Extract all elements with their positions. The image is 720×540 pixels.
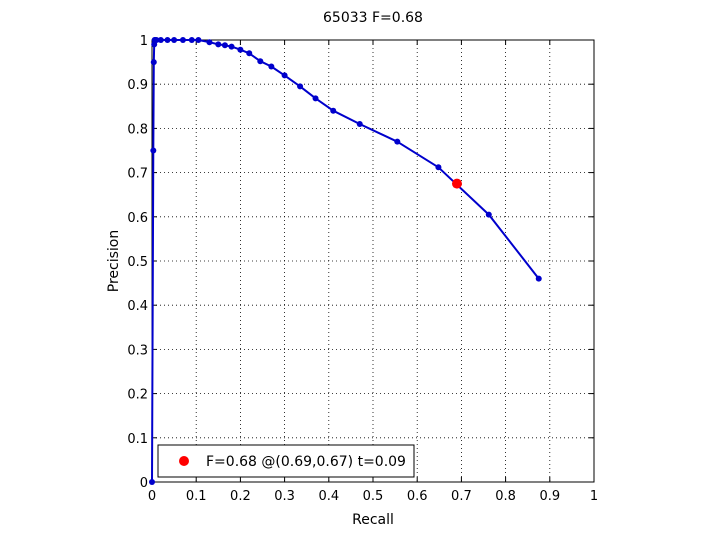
pr-curve-point: [195, 37, 202, 43]
pr-curve-point: [394, 138, 401, 145]
y-tick-label: 0.6: [127, 211, 148, 226]
x-tick-label: 0.9: [539, 489, 560, 504]
x-tick-label: 0.3: [274, 489, 295, 504]
x-tick-label: 0.2: [230, 489, 251, 504]
pr-curve-point: [297, 83, 304, 90]
y-tick-label: 0.4: [127, 299, 148, 314]
pr-curve-point: [268, 63, 275, 70]
pr-curve-point: [206, 39, 213, 46]
x-tick-label: 0: [148, 489, 156, 504]
y-tick-label: 0.1: [127, 432, 148, 447]
pr-curve-point: [312, 95, 319, 102]
pr-curve-point: [188, 37, 195, 43]
pr-curve-point: [281, 72, 288, 79]
pr-curve-point: [164, 37, 171, 43]
pr-curve-point: [215, 41, 222, 48]
grid: [152, 40, 594, 482]
legend-box: [157, 444, 415, 478]
legend: F=0.68 @(0.69,0.67) t=0.09: [157, 444, 415, 478]
pr-curve-point: [485, 211, 492, 218]
y-tick-label: 0.9: [127, 78, 148, 93]
x-tick-label: 0.1: [186, 489, 207, 504]
x-tick-label: 1: [590, 489, 598, 504]
pr-curve-point: [435, 164, 442, 171]
x-tick-label: 0.4: [318, 489, 339, 504]
chart-title: 65033 F=0.68: [323, 10, 423, 26]
pr-curve-point: [257, 58, 264, 65]
legend-marker: [179, 456, 189, 466]
pr-curve-point: [356, 120, 363, 127]
x-tick-label: 0.6: [407, 489, 428, 504]
pr-curve-point: [153, 37, 160, 43]
pr-curve-point: [535, 275, 542, 282]
x-tick-label: 0.7: [451, 489, 472, 504]
x-axis-label: Recall: [352, 512, 394, 528]
x-tick-label: 0.5: [363, 489, 384, 504]
y-tick-label: 0.3: [127, 343, 148, 358]
pr-curve-point: [228, 43, 235, 50]
pr-curve-point: [171, 37, 178, 43]
pr-curve-point: [330, 107, 337, 114]
pr-curve-point: [179, 37, 186, 43]
pr-curve-point: [246, 50, 253, 57]
y-tick-label: 1: [140, 34, 148, 49]
pr-curve-point: [157, 37, 164, 43]
y-tick-label: 0.7: [127, 167, 148, 182]
series: [149, 37, 542, 485]
legend-label: F=0.68 @(0.69,0.67) t=0.09: [206, 454, 406, 470]
pr-curve-point: [149, 479, 155, 485]
y-axis-label: Precision: [106, 230, 122, 292]
y-tick-label: 0.8: [127, 122, 148, 137]
best-f-point: [451, 178, 462, 189]
axis-ticks: 0 0.1 0.2 0.3 0.4 0.5 0.6 0.7 0.8 0.9 1 0 0.1 0.2 0.3 0…: [127, 34, 598, 504]
y-tick-label: 0: [140, 476, 148, 491]
y-tick-label: 0.5: [127, 255, 148, 270]
pr-curve-point: [150, 147, 157, 154]
x-tick-label: 0.8: [495, 489, 516, 504]
pr-curve-point: [237, 46, 244, 53]
y-tick-label: 0.2: [127, 388, 148, 403]
pr-curve-point: [150, 59, 157, 66]
pr-curve-point: [221, 42, 228, 49]
